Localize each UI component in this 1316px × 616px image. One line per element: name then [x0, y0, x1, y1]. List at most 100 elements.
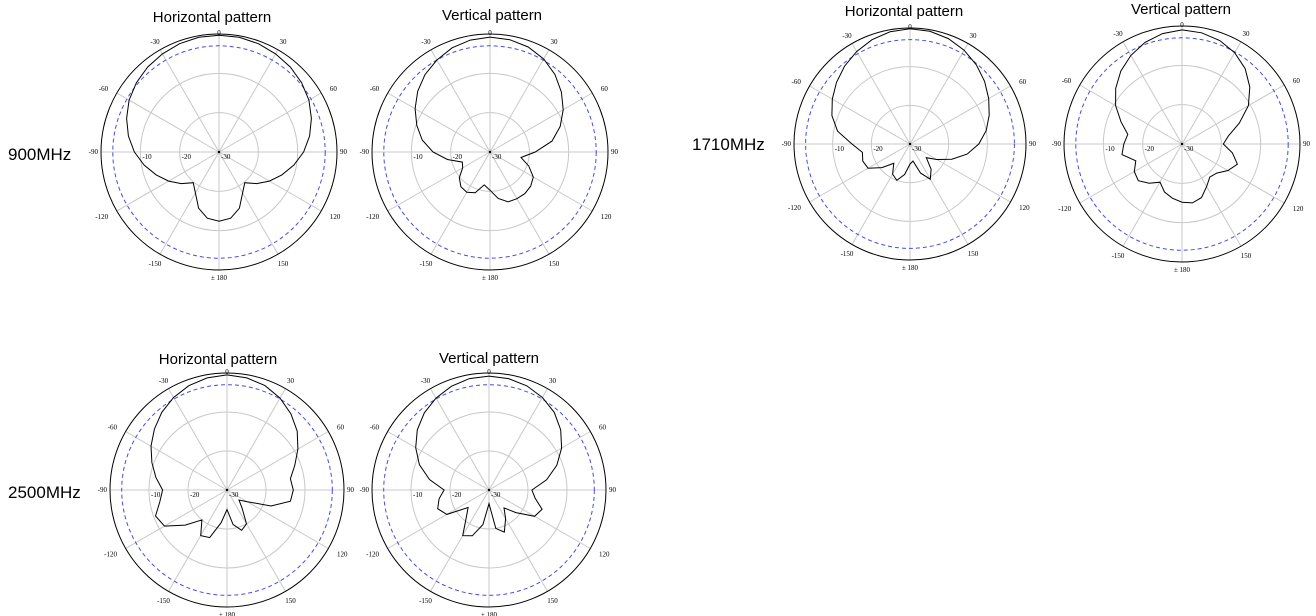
plot-title-900-horizontal: Horizontal pattern: [153, 9, 271, 26]
grid-spoke: [1122, 41, 1183, 145]
grid-spoke: [1079, 143, 1183, 204]
ring-label: -30: [221, 153, 231, 161]
ring-label: -30: [912, 145, 922, 153]
polar-plot-1710-vertical: -10 -20 -30 0 30 60 90 120 150 ± 180 -150 -120 -90 -6…: [1052, 21, 1311, 274]
plot-title-900-vertical: Vertical pattern: [442, 7, 542, 24]
ring-label: -20: [182, 153, 192, 161]
grid-spoke: [1181, 41, 1242, 145]
angle-label: -30: [421, 38, 431, 46]
center-dot: [225, 488, 229, 492]
grid-spoke: [489, 92, 593, 153]
grid-spoke: [489, 151, 593, 212]
angle-label: 60: [601, 85, 609, 93]
grid-spoke: [1181, 143, 1285, 204]
grid-spoke: [1122, 143, 1183, 247]
ring-label: -20: [1145, 145, 1155, 153]
reference-circle: [121, 384, 333, 596]
outer-circle: [371, 372, 607, 608]
angle-label: ± 180: [482, 274, 499, 282]
grid-spoke: [226, 489, 329, 549]
ring-label: -30: [229, 491, 239, 499]
angle-label: -60: [99, 85, 109, 93]
angle-label: 0: [217, 29, 221, 37]
angle-label: 60: [1293, 77, 1301, 85]
grid-spoke: [387, 431, 490, 491]
pattern-trace: [150, 374, 299, 539]
pattern-trace: [1115, 29, 1251, 204]
angle-label: 0: [1180, 21, 1184, 29]
angle-label: 90: [340, 148, 348, 156]
angle-label: ± 180: [219, 611, 236, 616]
angle-label: 150: [1241, 252, 1252, 260]
grid-spoke: [168, 388, 228, 491]
angle-label: ± 180: [481, 611, 498, 616]
ring-label: -20: [873, 145, 883, 153]
grid-spoke: [125, 431, 228, 491]
angle-label: 150: [968, 250, 979, 258]
angle-label: 30: [549, 377, 557, 385]
grid-spoke: [226, 388, 286, 491]
polar-plot-1710-horizontal: -10 -20 -30 0 30 60 90 120 150 ± 180 -150 -120 -90 -6…: [782, 23, 1037, 272]
angle-label: 120: [1019, 204, 1030, 212]
grid-spoke: [488, 489, 591, 549]
reference-circle: [805, 39, 1015, 249]
angle-label: 120: [599, 551, 610, 559]
ring-label: -10: [413, 491, 423, 499]
reference-circle: [383, 384, 595, 596]
angle-label: -120: [788, 204, 801, 212]
angle-label: 30: [280, 38, 288, 46]
reference-circle: [383, 45, 597, 259]
grid-spoke: [488, 388, 548, 491]
grid-spoke: [116, 92, 220, 153]
plot-title-1710-horizontal: Horizontal pattern: [845, 3, 963, 20]
grid-spoke: [488, 431, 591, 491]
angle-label: 90: [1303, 140, 1311, 148]
angle-label: 30: [551, 38, 559, 46]
angle-label: 60: [1019, 78, 1026, 86]
grid-spoke: [159, 49, 220, 153]
center-dot: [908, 142, 912, 146]
angle-label: 90: [611, 148, 619, 156]
grid-spoke: [387, 151, 491, 212]
angle-label: 150: [278, 260, 289, 268]
angle-label: -150: [419, 597, 432, 605]
angle-label: 60: [330, 85, 338, 93]
grid-spoke: [809, 85, 911, 145]
angle-label: -90: [360, 148, 370, 156]
grid-spoke: [489, 49, 550, 153]
outer-circle: [371, 33, 609, 271]
polar-plot-900-vertical: -10 -20 -30 0 30 60 90 120 150 ± 180 -150 -120 -90 -6…: [360, 29, 619, 282]
outer-circle: [1063, 25, 1301, 263]
grid-spoke: [1079, 84, 1183, 145]
grid-spoke: [430, 388, 490, 491]
freq-label-2500: 2500MHz: [8, 483, 81, 502]
ring-label: -20: [452, 491, 462, 499]
angle-label: -150: [157, 597, 170, 605]
grid-spoke: [909, 43, 969, 145]
grid-spoke: [430, 489, 490, 592]
plot-title-2500-horizontal: Horizontal pattern: [159, 351, 277, 368]
grid-spoke: [116, 151, 220, 212]
center-dot: [487, 488, 491, 492]
angle-label: 60: [599, 424, 607, 432]
angle-label: 120: [330, 213, 341, 221]
center-dot: [488, 150, 492, 154]
angle-label: 0: [488, 29, 492, 37]
plot-title-1710-vertical: Vertical pattern: [1131, 1, 1231, 18]
angle-label: -60: [792, 78, 802, 86]
grid-spoke: [851, 43, 911, 145]
grid-spoke: [909, 85, 1011, 145]
ring-label: -10: [835, 145, 845, 153]
angle-label: -90: [782, 140, 792, 148]
pattern-trace: [126, 34, 312, 222]
grid-spoke: [125, 489, 228, 549]
grid-spoke: [226, 431, 329, 491]
ring-label: -30: [1184, 145, 1194, 153]
ring-label: -20: [453, 153, 463, 161]
grid-spoke: [168, 489, 228, 592]
angle-label: -30: [150, 38, 160, 46]
angle-label: -120: [366, 551, 379, 559]
ring-label: -10: [1105, 145, 1115, 153]
grid-spoke: [430, 151, 491, 255]
